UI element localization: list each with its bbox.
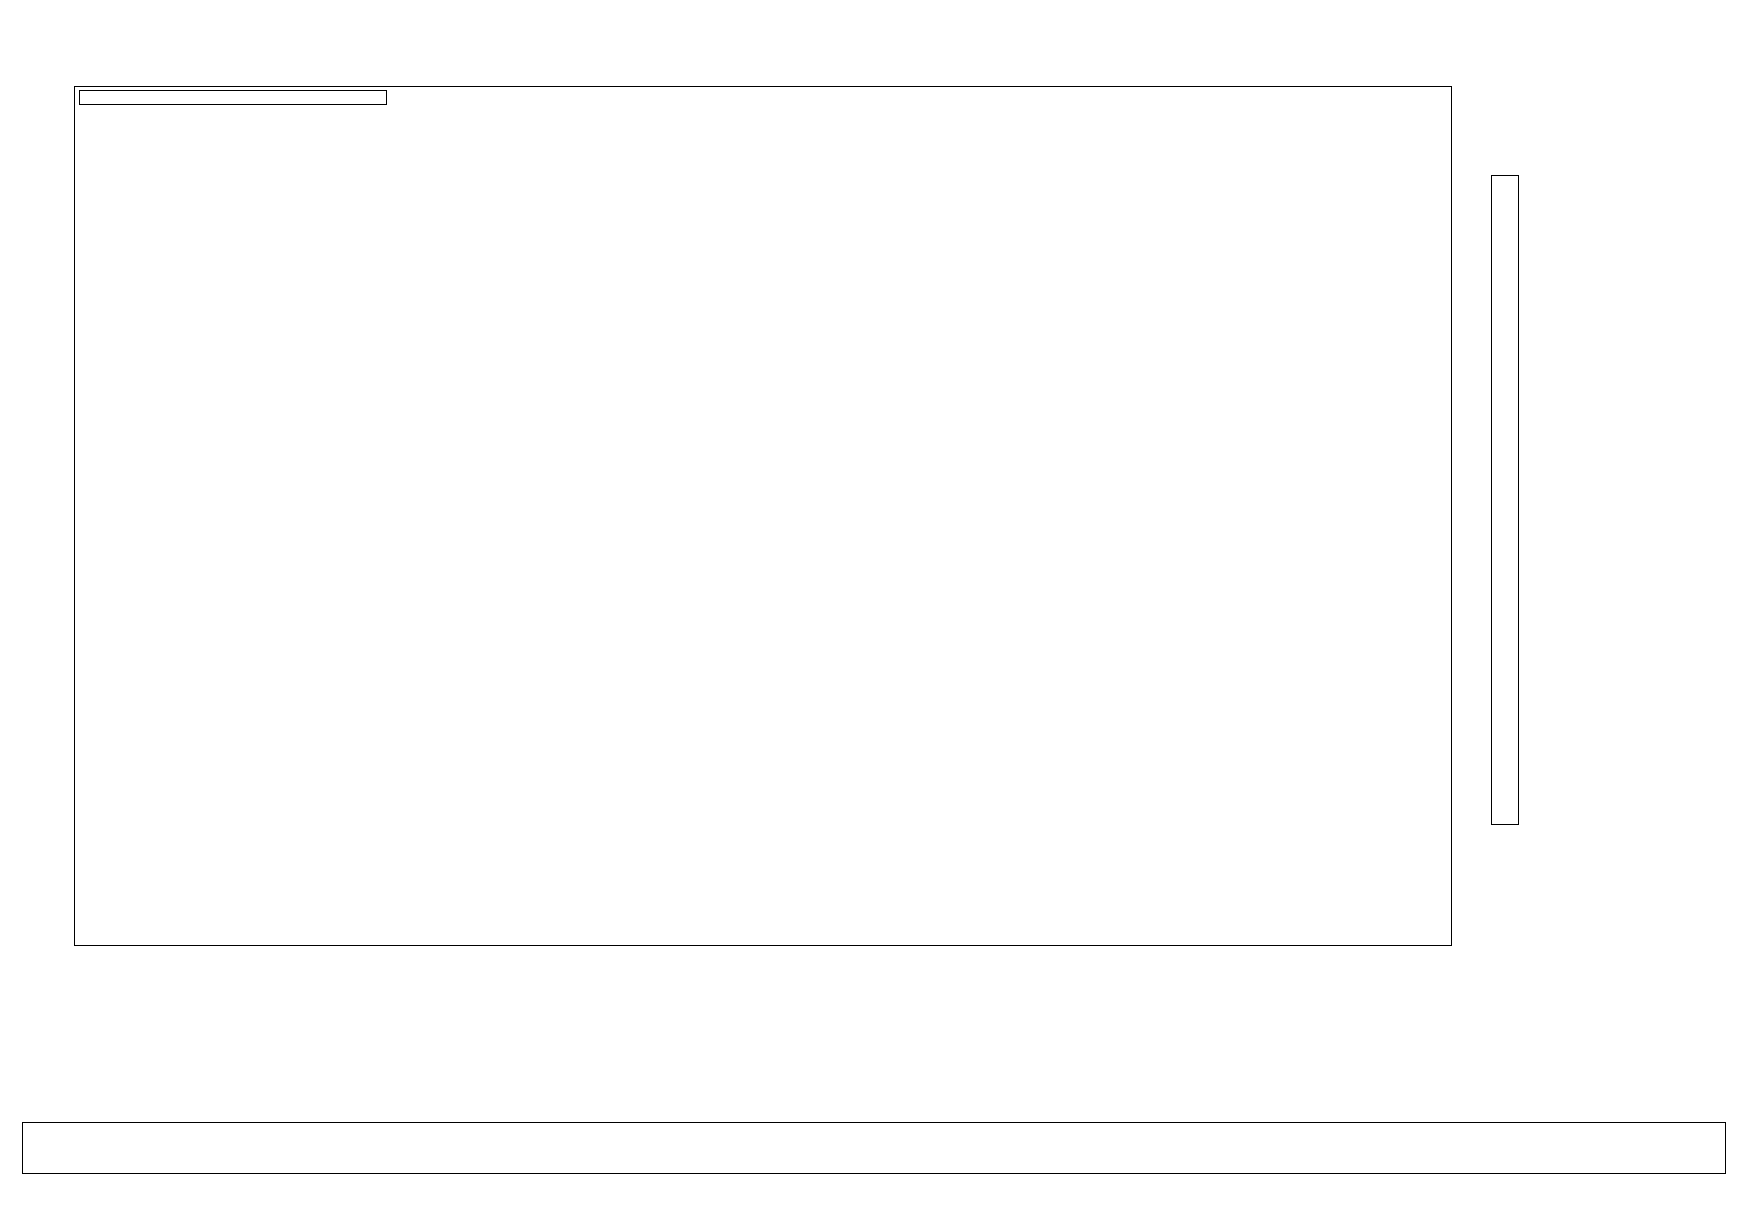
map-plot-area[interactable] bbox=[74, 86, 1452, 946]
map-canvas bbox=[75, 87, 1450, 944]
map-legend bbox=[79, 90, 387, 105]
colorbar bbox=[1491, 175, 1519, 825]
percentage-bar-axis bbox=[22, 1174, 1726, 1208]
percentage-bar[interactable] bbox=[22, 1122, 1726, 1174]
